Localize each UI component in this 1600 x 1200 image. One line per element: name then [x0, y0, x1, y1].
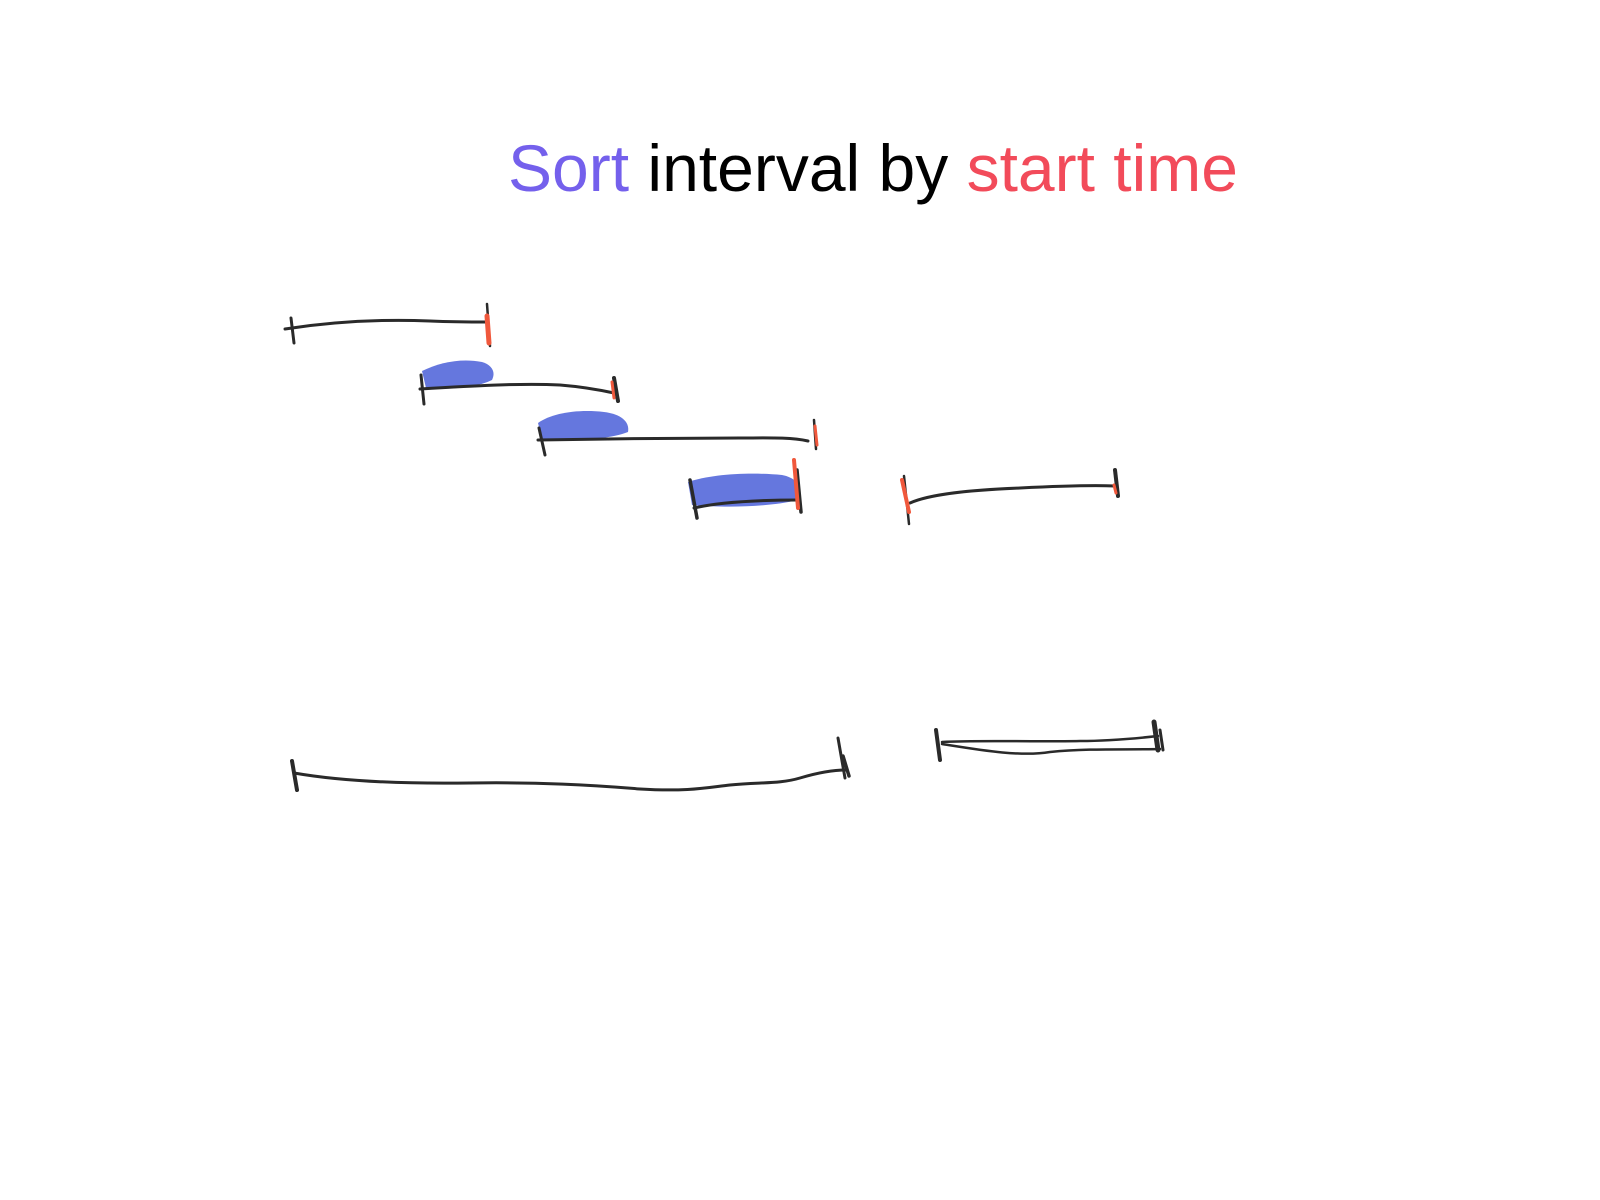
interval-4-highlight — [688, 473, 800, 507]
merged-interval-2-line-bottom — [940, 742, 1162, 755]
interval-4-start-tick — [688, 478, 699, 520]
merged-interval-1-end-tick-2 — [841, 754, 851, 778]
merged-interval-2 — [934, 719, 1165, 762]
interval-5-end-tick — [1113, 468, 1120, 498]
interval-1-line — [283, 318, 490, 331]
interval-2-line — [418, 382, 616, 395]
interval-2-start-tick — [419, 373, 426, 406]
interval-4-line — [692, 498, 802, 510]
title-word-sort: Sort — [508, 131, 630, 205]
merged-interval-2-end-tick — [1151, 719, 1161, 753]
interval-4-end-mark — [792, 458, 800, 510]
merged-interval-1 — [290, 736, 851, 792]
interval-5 — [900, 468, 1120, 526]
merged-interval-1-start-tick — [290, 759, 299, 792]
interval-3-highlight — [538, 411, 629, 440]
title-word-interval-by: interval by — [647, 131, 949, 205]
interval-3 — [536, 411, 819, 457]
interval-2 — [418, 360, 620, 406]
interval-2-end-mark — [610, 380, 616, 400]
interval-5-start-mark — [900, 478, 911, 514]
interval-2-highlight — [422, 360, 494, 389]
interval-1 — [283, 302, 492, 348]
merged-interval-1-line — [292, 768, 848, 792]
merged-interval-2-line-top — [940, 734, 1160, 744]
interval-4 — [688, 458, 803, 520]
interval-3-start-tick — [537, 426, 547, 457]
interval-5-end-mark — [1112, 483, 1118, 495]
merged-interval-2-end-tick-2 — [1158, 728, 1165, 752]
merged-interval-2-start-tick — [934, 728, 942, 762]
interval-1-start-tick — [289, 316, 296, 345]
interval-1-end-mark — [484, 313, 492, 346]
interval-4-end-tick — [795, 468, 803, 514]
slide-title: Sort interval by start time — [0, 128, 1600, 208]
title-word-start-time: start time — [966, 131, 1238, 205]
merged-interval-1-end-tick — [836, 736, 847, 780]
interval-5-line — [908, 484, 1117, 505]
interval-3-line — [536, 436, 810, 443]
interval-3-end-mark — [813, 424, 819, 447]
interval-2-end-tick — [612, 376, 620, 403]
